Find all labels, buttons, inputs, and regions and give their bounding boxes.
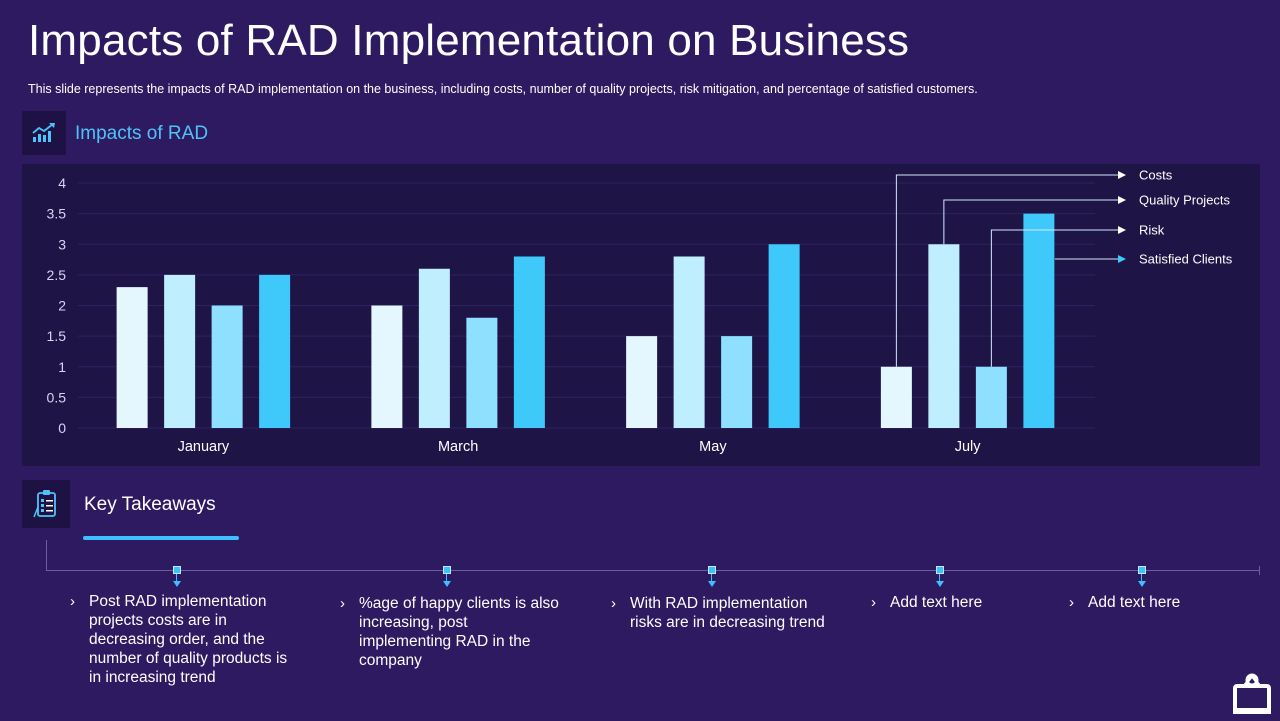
x-tick-label: January	[178, 439, 230, 455]
takeaways-section-title: Key Takeaways	[84, 494, 216, 515]
chevron-right-icon: ›	[340, 595, 345, 612]
takeaway-item: › %age of happy clients is also increasi…	[340, 594, 564, 670]
y-tick-label: 4	[58, 175, 66, 191]
y-tick-label: 1	[58, 359, 66, 375]
takeaway-item: › Add text here	[1069, 593, 1238, 612]
takeaway-text: Add text here	[890, 594, 983, 611]
page-title: Impacts of RAD Implementation on Busines…	[28, 16, 910, 65]
legend-arrow	[1118, 196, 1126, 204]
bar	[418, 268, 450, 428]
legend-label: Satisfied Clients	[1139, 252, 1233, 267]
bar	[164, 274, 196, 428]
takeaway-item: › With RAD implementation risks are in d…	[611, 594, 830, 632]
bar	[673, 256, 705, 428]
presentation-screen-icon	[1232, 672, 1272, 721]
bar	[513, 256, 545, 428]
x-tick-label: July	[955, 439, 982, 455]
takeaways-underline	[83, 536, 239, 540]
legend-leader-line	[895, 174, 1119, 367]
takeaway-text: %age of happy clients is also increasing…	[359, 595, 559, 669]
legend-arrow	[1118, 226, 1126, 234]
x-tick-label: March	[438, 439, 478, 455]
legend-arrow	[1118, 255, 1126, 263]
bar	[371, 305, 403, 428]
y-tick-label: 0.5	[47, 389, 67, 405]
timeline-right-tick	[1259, 566, 1260, 575]
bar	[880, 366, 912, 428]
growth-chart-icon	[22, 111, 66, 155]
bar	[768, 244, 800, 428]
timeline-line	[46, 570, 1260, 571]
takeaway-text: Post RAD implementation projects costs a…	[89, 593, 288, 686]
bar	[975, 366, 1007, 428]
bar	[928, 244, 960, 428]
legend-label: Quality Projects	[1139, 193, 1231, 208]
y-tick-label: 2	[58, 298, 66, 314]
bar	[116, 287, 148, 428]
bar	[721, 336, 753, 428]
takeaway-item: › Add text here	[871, 593, 1040, 612]
x-tick-label: May	[699, 439, 727, 455]
legend-label: Risk	[1139, 223, 1165, 238]
clipboard-checklist-icon	[22, 480, 70, 528]
bar	[466, 317, 498, 428]
chart-section-title: Impacts of RAD	[75, 123, 209, 144]
legend-leader-line	[990, 229, 1119, 367]
chevron-right-icon: ›	[70, 593, 75, 610]
y-tick-label: 3.5	[47, 206, 67, 222]
bar	[626, 336, 658, 428]
legend-arrow	[1118, 171, 1126, 179]
chevron-right-icon: ›	[611, 595, 616, 612]
bar	[259, 274, 291, 428]
legend-leader-line	[943, 199, 1119, 245]
takeaway-text: With RAD implementation risks are in dec…	[630, 595, 825, 631]
chevron-right-icon: ›	[871, 594, 876, 611]
y-tick-label: 0	[58, 420, 66, 436]
legend-label: Costs	[1139, 168, 1173, 183]
bar	[211, 305, 243, 428]
chevron-right-icon: ›	[1069, 594, 1074, 611]
y-tick-label: 1.5	[47, 328, 67, 344]
y-tick-label: 3	[58, 236, 66, 252]
y-tick-label: 2.5	[47, 267, 67, 283]
bar-chart: 0 0.5 1 1.5 2 2.5 3 3.5 4 January March May July Cost…	[47, 168, 1233, 456]
chart-panel: 0 0.5 1 1.5 2 2.5 3 3.5 4 January March May July Cost…	[22, 164, 1260, 466]
takeaway-item: › Post RAD implementation projects costs…	[70, 592, 299, 687]
page-subtitle: This slide represents the impacts of RAD…	[28, 82, 978, 96]
takeaway-text: Add text here	[1088, 594, 1181, 611]
timeline-left-tick	[46, 540, 47, 571]
bar	[1023, 213, 1055, 428]
